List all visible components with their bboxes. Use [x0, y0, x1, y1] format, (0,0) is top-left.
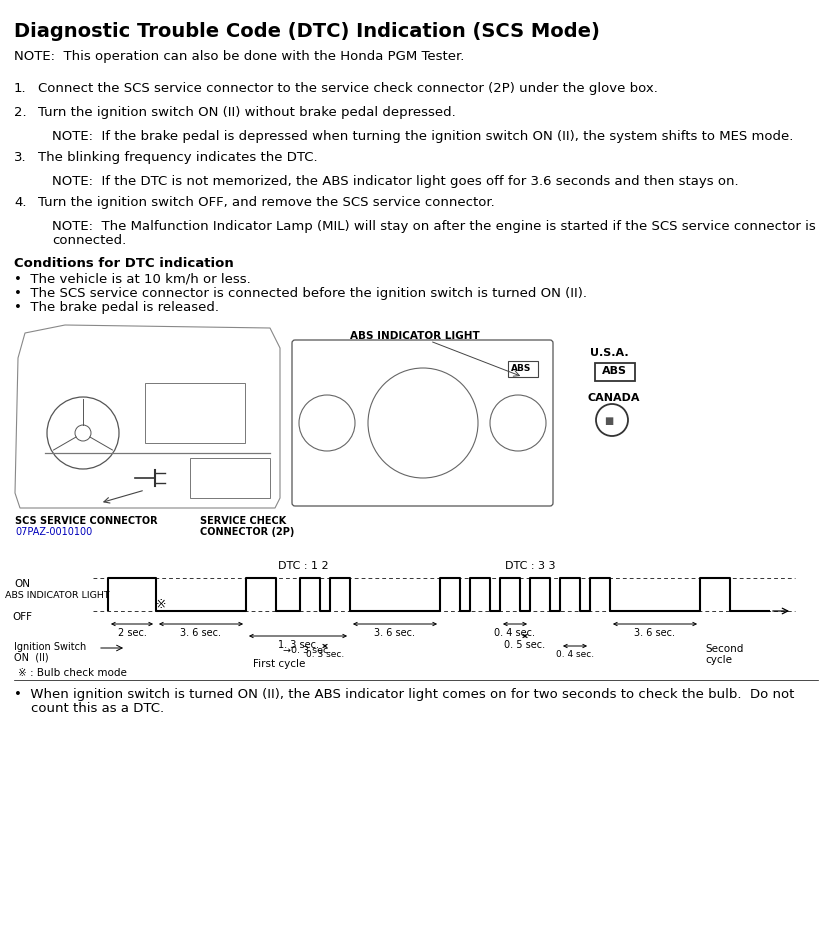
- Text: Second: Second: [705, 644, 743, 654]
- Text: ※: ※: [156, 598, 166, 611]
- Text: SERVICE CHECK: SERVICE CHECK: [200, 516, 286, 526]
- Text: 0. 5 sec.: 0. 5 sec.: [504, 640, 546, 650]
- Text: ■: ■: [604, 416, 613, 426]
- Text: U.S.A.: U.S.A.: [590, 348, 629, 358]
- Text: 2.: 2.: [14, 106, 27, 119]
- Text: 3.: 3.: [14, 151, 27, 164]
- Text: ABS INDICATOR LIGHT: ABS INDICATOR LIGHT: [350, 331, 480, 341]
- Text: SCS SERVICE CONNECTOR: SCS SERVICE CONNECTOR: [15, 516, 157, 526]
- Text: →0. 3 sec.: →0. 3 sec.: [283, 646, 331, 655]
- Text: 4.: 4.: [14, 196, 27, 209]
- Text: First cycle: First cycle: [253, 659, 305, 669]
- Text: Diagnostic Trouble Code (DTC) Indication (SCS Mode): Diagnostic Trouble Code (DTC) Indication…: [14, 22, 600, 41]
- Text: ABS INDICATOR LIGHT: ABS INDICATOR LIGHT: [5, 591, 110, 600]
- Text: NOTE:  The Malfunction Indicator Lamp (MIL) will stay on after the engine is sta: NOTE: The Malfunction Indicator Lamp (MI…: [52, 220, 815, 233]
- Text: NOTE:  If the brake pedal is depressed when turning the ignition switch ON (II),: NOTE: If the brake pedal is depressed wh…: [52, 130, 794, 143]
- Text: 1.: 1.: [14, 82, 27, 95]
- Text: ON: ON: [14, 579, 30, 589]
- Text: 3. 6 sec.: 3. 6 sec.: [635, 628, 676, 638]
- Text: 0. 3 sec.: 0. 3 sec.: [306, 650, 344, 659]
- Text: Conditions for DTC indication: Conditions for DTC indication: [14, 257, 234, 270]
- Text: DTC : 1 2: DTC : 1 2: [278, 561, 329, 571]
- Text: OFF: OFF: [12, 612, 32, 622]
- Text: •  The vehicle is at 10 km/h or less.: • The vehicle is at 10 km/h or less.: [14, 273, 250, 286]
- Text: 0. 4 sec.: 0. 4 sec.: [556, 650, 594, 659]
- Text: ON  (II): ON (II): [14, 653, 48, 663]
- Text: 1. 3 sec.: 1. 3 sec.: [278, 640, 319, 650]
- Text: Turn the ignition switch ON (II) without brake pedal depressed.: Turn the ignition switch ON (II) without…: [38, 106, 456, 119]
- Text: ABS: ABS: [511, 364, 532, 373]
- Text: ABS: ABS: [602, 366, 627, 376]
- Text: NOTE:  If the DTC is not memorized, the ABS indicator light goes off for 3.6 sec: NOTE: If the DTC is not memorized, the A…: [52, 175, 739, 188]
- Text: 3. 6 sec.: 3. 6 sec.: [181, 628, 221, 638]
- Text: connected.: connected.: [52, 234, 126, 247]
- Text: NOTE:  This operation can also be done with the Honda PGM Tester.: NOTE: This operation can also be done wi…: [14, 50, 464, 63]
- Text: The blinking frequency indicates the DTC.: The blinking frequency indicates the DTC…: [38, 151, 318, 164]
- Text: count this as a DTC.: count this as a DTC.: [14, 702, 164, 715]
- Text: Connect the SCS service connector to the service check connector (2P) under the : Connect the SCS service connector to the…: [38, 82, 658, 95]
- Text: •  When ignition switch is turned ON (II), the ABS indicator light comes on for : • When ignition switch is turned ON (II)…: [14, 688, 795, 701]
- Text: CANADA: CANADA: [588, 393, 641, 403]
- Text: 2 sec.: 2 sec.: [117, 628, 146, 638]
- Text: DTC : 3 3: DTC : 3 3: [505, 561, 556, 571]
- Text: Turn the ignition switch OFF, and remove the SCS service connector.: Turn the ignition switch OFF, and remove…: [38, 196, 495, 209]
- Text: •  The SCS service connector is connected before the ignition switch is turned O: • The SCS service connector is connected…: [14, 287, 587, 300]
- Text: cycle: cycle: [705, 655, 732, 665]
- Text: •  The brake pedal is released.: • The brake pedal is released.: [14, 301, 219, 314]
- Text: 07PAZ-0010100: 07PAZ-0010100: [15, 527, 92, 537]
- Text: ※ : Bulb check mode: ※ : Bulb check mode: [18, 668, 126, 678]
- Text: 0. 4 sec.: 0. 4 sec.: [494, 628, 536, 638]
- Text: 3. 6 sec.: 3. 6 sec.: [374, 628, 415, 638]
- Text: CONNECTOR (2P): CONNECTOR (2P): [200, 527, 295, 537]
- Text: Ignition Switch: Ignition Switch: [14, 642, 87, 652]
